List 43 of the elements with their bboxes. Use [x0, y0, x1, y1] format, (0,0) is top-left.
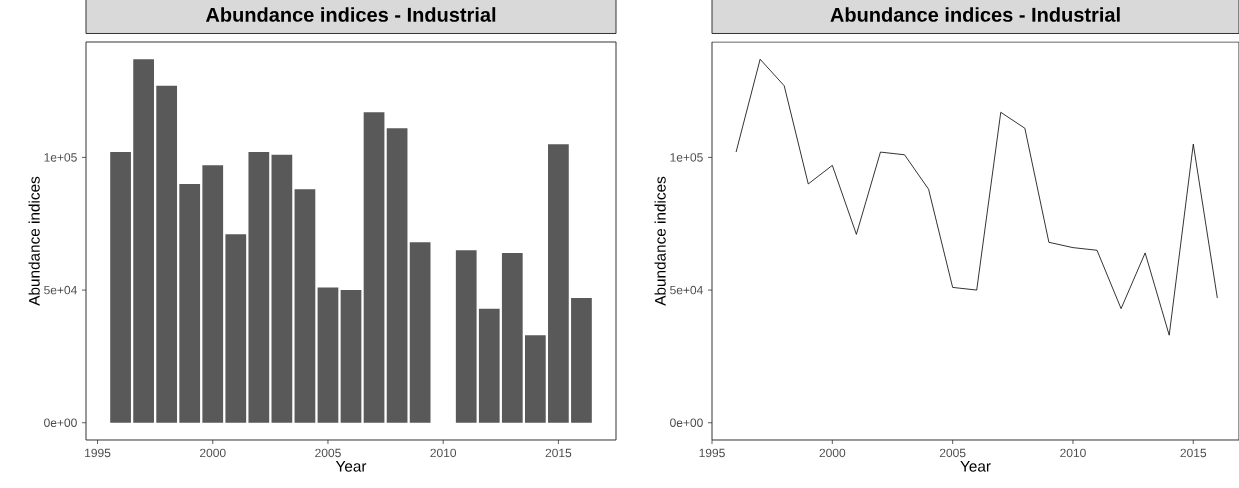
bar — [455, 250, 477, 423]
bar — [133, 59, 154, 423]
chart-title: Abundance indices - Industrial — [830, 7, 1120, 22]
bar — [271, 154, 293, 423]
y-axis-title: Abundance indices — [28, 176, 40, 306]
bar — [524, 335, 546, 423]
bar — [225, 234, 247, 423]
x-tick-label: 2005 — [939, 448, 966, 458]
bar — [548, 144, 569, 423]
bar — [478, 308, 500, 423]
x-tick-label: 2015 — [545, 448, 572, 458]
x-tick-label: 2015 — [1180, 448, 1207, 458]
y-tick-label: 1e+05 — [44, 153, 77, 162]
bar — [156, 85, 178, 423]
x-tick-label: 1995 — [85, 448, 111, 458]
x-tick-label: 2010 — [1060, 448, 1086, 458]
x-axis-title: Year — [335, 461, 367, 472]
bar — [363, 112, 385, 423]
x-tick-label: 2005 — [315, 448, 341, 458]
bar — [110, 152, 131, 423]
line-series — [735, 58, 1218, 336]
bar — [202, 165, 224, 423]
x-tick-label: 2010 — [430, 448, 457, 458]
x-tick-label: 1995 — [699, 448, 725, 458]
bar — [294, 189, 316, 423]
bar — [317, 287, 339, 423]
bar — [179, 183, 201, 423]
bar — [248, 152, 270, 423]
y-tick-label: 5e+04 — [670, 285, 703, 295]
x-axis-title: Year — [960, 461, 991, 472]
x-tick-label: 2000 — [200, 448, 226, 458]
y-tick-label: 0e+00 — [44, 418, 77, 427]
bar — [386, 128, 408, 423]
bar — [340, 290, 362, 423]
y-tick-label: 5e+04 — [44, 285, 77, 295]
x-tick-label: 2000 — [819, 448, 846, 458]
bar — [571, 298, 592, 423]
y-axis-title: Abundance indices — [654, 176, 666, 306]
bar — [409, 242, 431, 423]
chart-title: Abundance indices - Industrial — [205, 7, 496, 22]
y-tick-label: 0e+00 — [670, 418, 703, 427]
y-tick-label: 1e+05 — [670, 153, 703, 162]
bar — [501, 252, 523, 423]
